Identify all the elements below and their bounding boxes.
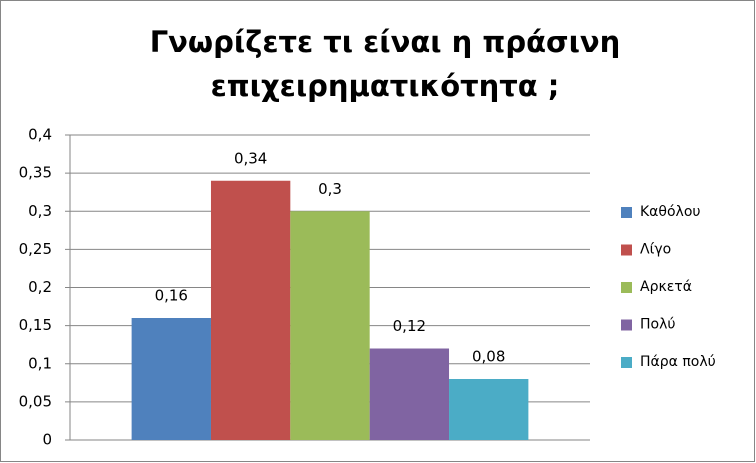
y-tick-label: 0 [42,431,52,449]
value-label: 0,3 [318,180,342,198]
legend-swatch [621,244,632,256]
chart-title: Γνωρίζετε τι είναι η πράσινη [150,25,621,59]
legend-label: Πολύ [640,317,675,333]
chart-title: επιχειρηματικότητα ; [211,69,560,103]
value-label: 0,08 [472,348,505,366]
y-tick-label: 0,1 [28,354,52,372]
bar [449,379,529,440]
value-label: 0,34 [234,149,267,167]
y-tick-label: 0,35 [19,164,52,182]
legend-label: Αρκετά [640,279,692,295]
value-label: 0,16 [155,287,188,305]
legend-swatch [621,319,632,331]
legend-label: Καθόλου [640,204,701,220]
legend-label: Λίγο [640,242,671,258]
legend-swatch [621,207,632,218]
y-tick-label: 0,4 [28,126,52,144]
bar [369,348,450,440]
bar [131,318,211,440]
legend-swatch [621,282,632,293]
y-tick-label: 0,15 [19,316,52,334]
value-label: 0,12 [393,317,426,335]
y-tick-label: 0,3 [28,202,52,220]
bar [210,180,291,440]
bar [290,211,370,440]
y-tick-label: 0,05 [19,392,52,410]
y-tick-label: 0,25 [19,240,52,258]
y-tick-label: 0,2 [28,278,52,296]
legend-swatch [621,357,632,368]
legend-label: Πάρα πολύ [640,354,716,370]
